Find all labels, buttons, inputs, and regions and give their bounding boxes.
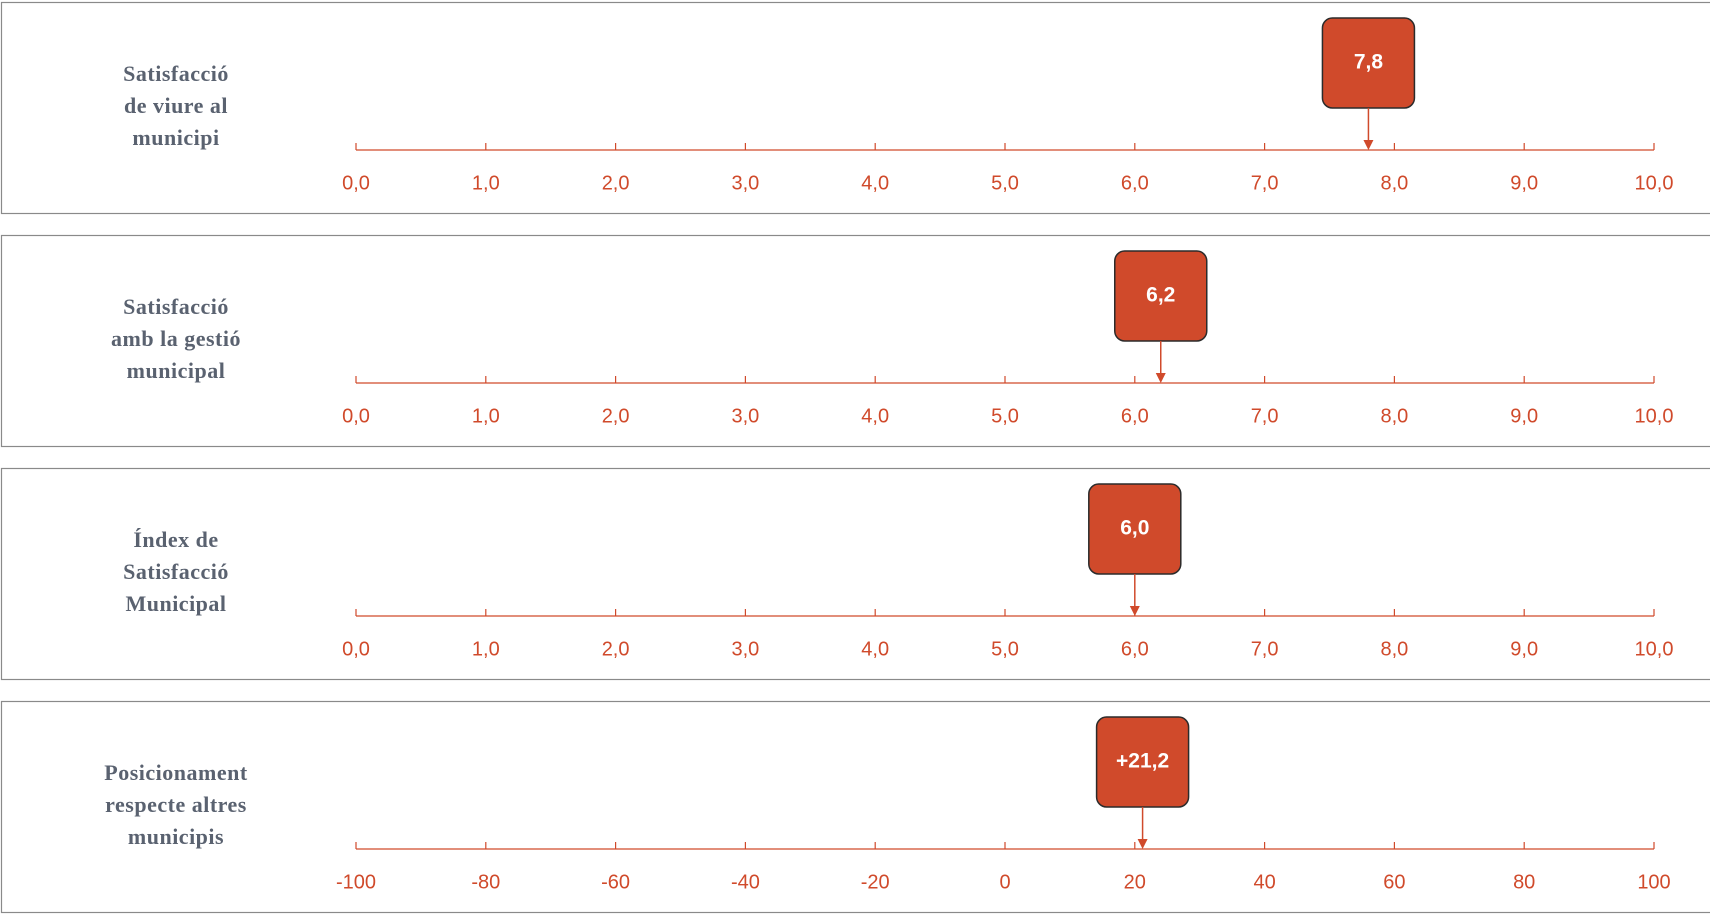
x-tick-label: 100 [1637,871,1670,893]
x-tick-label: 3,0 [731,638,759,660]
x-tick-label: 8,0 [1380,638,1408,660]
x-tick-label: 7,0 [1251,172,1279,194]
panel-title: Índex de [133,527,218,552]
x-tick-label: 1,0 [472,405,500,427]
x-tick-label: -100 [336,871,376,893]
x-tick-label: 10,0 [1635,638,1674,660]
panel-title: Satisfacció [123,559,229,584]
x-tick-label: 1,0 [472,172,500,194]
panel-title: municipi [132,125,219,150]
x-tick-label: 7,0 [1251,638,1279,660]
x-tick-label: 60 [1383,871,1405,893]
x-tick-label: 0,0 [342,172,370,194]
value-label: 7,8 [1354,51,1384,74]
value-label: 6,2 [1146,284,1175,307]
x-tick-label: 9,0 [1510,172,1538,194]
x-tick-label: 0,0 [342,405,370,427]
panel-title: municipal [127,358,226,383]
x-tick-label: 8,0 [1380,405,1408,427]
x-tick-label: 5,0 [991,405,1019,427]
x-tick-label: 0 [999,871,1010,893]
panel-title: Satisfacció [123,61,229,86]
panel [0,1,1710,215]
panel [0,234,1710,448]
x-tick-label: 9,0 [1510,405,1538,427]
panel-title: de viure al [124,93,228,118]
x-tick-label: 8,0 [1380,172,1408,194]
x-tick-label: 3,0 [731,405,759,427]
x-tick-label: 1,0 [472,638,500,660]
x-tick-label: 40 [1253,871,1275,893]
panel-title: respecte altres [105,792,247,817]
x-tick-label: 3,0 [731,172,759,194]
panel-title: municipis [128,824,224,849]
x-tick-label: -60 [601,871,630,893]
x-tick-label: 2,0 [602,172,630,194]
x-tick-label: 0,0 [342,638,370,660]
x-tick-label: 6,0 [1121,172,1149,194]
x-tick-label: 5,0 [991,638,1019,660]
pointer-head [1129,606,1140,616]
x-tick-label: 2,0 [602,405,630,427]
panel [0,700,1710,914]
x-tick-label: 9,0 [1510,638,1538,660]
value-label: 6,0 [1120,517,1149,540]
x-tick-label: 20 [1124,871,1146,893]
x-tick-label: 4,0 [861,405,889,427]
panel-title: Satisfacció [123,294,229,319]
panel-title: Posicionament [104,760,248,785]
x-tick-label: 6,0 [1121,405,1149,427]
x-tick-label: 4,0 [861,172,889,194]
pointer-head [1137,839,1148,849]
pointer-head [1363,140,1374,150]
x-tick-label: 4,0 [861,638,889,660]
x-tick-label: 5,0 [991,172,1019,194]
x-tick-label: 10,0 [1635,172,1674,194]
x-tick-label: -40 [731,871,760,893]
pointer-head [1155,373,1166,383]
x-tick-label: 2,0 [602,638,630,660]
x-tick-label: 80 [1513,871,1535,893]
panel-title: Municipal [125,591,226,616]
x-tick-label: -80 [471,871,500,893]
x-tick-label: 7,0 [1251,405,1279,427]
panel [0,467,1710,681]
panel-title: amb la gestió [111,326,241,351]
x-tick-label: 10,0 [1635,405,1674,427]
x-tick-label: -20 [861,871,890,893]
x-tick-label: 6,0 [1121,638,1149,660]
value-label: +21,2 [1116,750,1169,773]
